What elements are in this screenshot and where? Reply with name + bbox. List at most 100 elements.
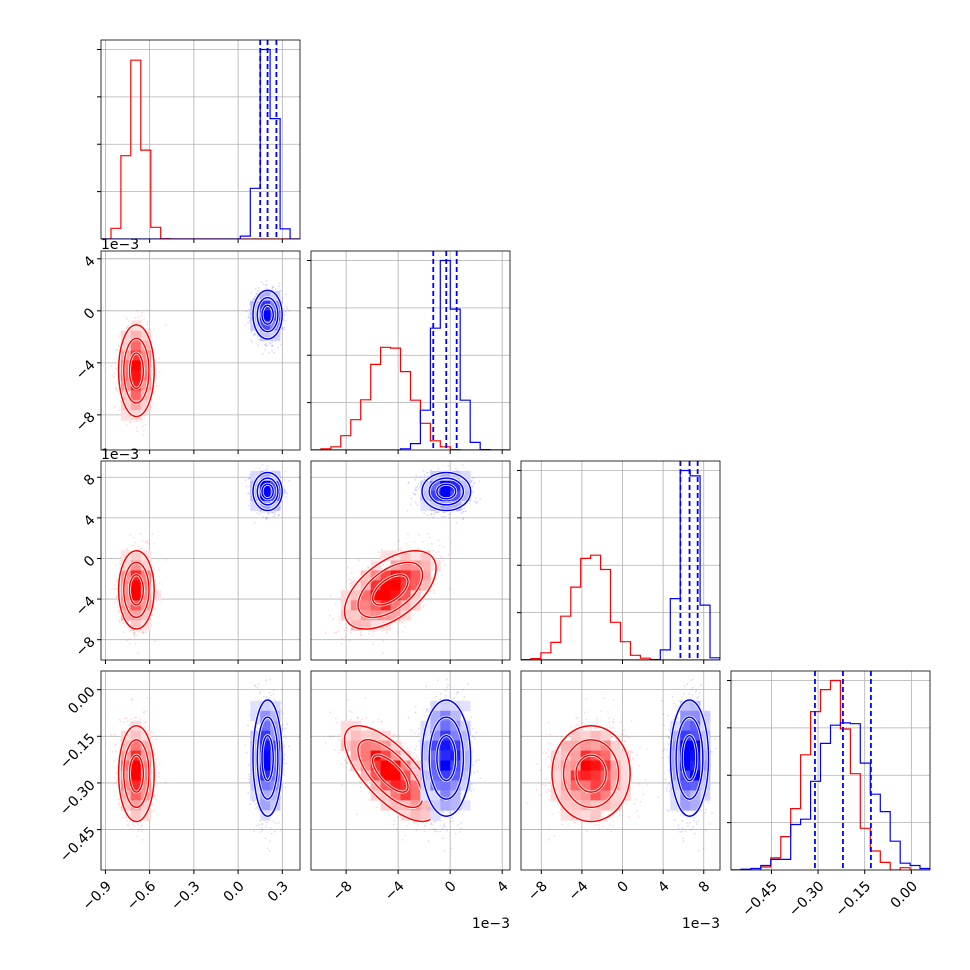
scatter-point xyxy=(146,309,148,311)
scatter-point xyxy=(126,325,129,328)
scatter-point xyxy=(144,541,147,543)
scatter-point xyxy=(111,588,113,591)
scatter-point xyxy=(118,409,121,411)
scatter-point xyxy=(255,293,258,296)
scatter-point xyxy=(137,652,139,655)
scatter-point xyxy=(261,464,264,467)
scatter-point xyxy=(244,479,247,482)
scatter-point xyxy=(265,283,268,286)
scatter-point xyxy=(257,338,260,341)
scatter-point xyxy=(254,288,257,290)
density-cell xyxy=(260,310,271,321)
scatter-point xyxy=(263,343,266,346)
scatter-point xyxy=(280,297,283,300)
density-cell xyxy=(120,370,132,381)
density-cell xyxy=(260,290,271,302)
scatter-point xyxy=(278,282,281,285)
contours-red xyxy=(117,323,156,418)
scatter-point xyxy=(113,375,115,378)
scatter-point xyxy=(125,424,128,426)
contour-level-3 xyxy=(261,304,274,325)
scatter-point xyxy=(146,323,149,326)
scatter-point xyxy=(142,429,145,432)
scatter-point xyxy=(143,318,145,321)
scatter-point xyxy=(147,328,149,331)
scatter-point xyxy=(250,331,253,334)
scatter-point xyxy=(258,467,261,470)
scatter-point xyxy=(283,319,286,322)
scatter-point xyxy=(250,291,252,294)
scatter-point xyxy=(254,333,257,336)
scatter-point xyxy=(271,286,274,289)
density-cell xyxy=(120,390,132,401)
density-cell xyxy=(150,590,162,601)
scatter-point xyxy=(115,387,117,390)
scatter-point xyxy=(247,316,250,319)
scatter-point xyxy=(116,349,119,352)
density-cell xyxy=(140,590,152,601)
scatter-point xyxy=(158,357,160,360)
scatter-point xyxy=(141,631,144,634)
scatter-point xyxy=(136,420,138,423)
scatter-point xyxy=(141,419,143,421)
scatter-point xyxy=(270,344,273,347)
scatter-point xyxy=(262,516,264,518)
scatter-point xyxy=(282,327,284,330)
scatter-point xyxy=(247,316,250,319)
scatter-point xyxy=(158,371,161,374)
scatter-point xyxy=(284,293,287,296)
scatter-point xyxy=(248,313,251,316)
scatter-point xyxy=(119,562,121,565)
scatter-point xyxy=(126,548,129,551)
contour-level-1 xyxy=(117,550,155,630)
scatter-point xyxy=(247,321,249,324)
scatter-point xyxy=(133,634,136,636)
scatter-point xyxy=(250,339,253,342)
scatter-point xyxy=(146,539,149,542)
scatter-point xyxy=(151,614,154,616)
density-cell xyxy=(130,590,142,601)
scatter-point xyxy=(257,344,260,347)
scatter-point xyxy=(253,333,255,336)
scatter-point xyxy=(132,631,135,634)
scatter-point xyxy=(118,621,121,623)
panel-plot-area xyxy=(101,461,300,660)
density-cell xyxy=(120,410,132,421)
scatter-point xyxy=(117,336,120,339)
y-axis-exponent: 1e−3 xyxy=(101,237,139,253)
contour-level-2 xyxy=(123,337,150,404)
scatter-point xyxy=(144,631,147,634)
scatter-point xyxy=(248,308,251,311)
density-cell xyxy=(130,620,142,631)
scatter-point xyxy=(115,595,118,598)
density-cell xyxy=(130,400,142,411)
scatter-point xyxy=(113,601,116,604)
scatter-point xyxy=(271,344,274,347)
scatter-point xyxy=(115,595,118,598)
scatter-point xyxy=(118,611,120,614)
scatter-point xyxy=(279,343,282,346)
scatter-point xyxy=(115,387,118,389)
panel-plot-area xyxy=(311,251,510,450)
density-cell xyxy=(140,350,152,361)
scatter-point xyxy=(284,310,287,313)
y-tick-label: 0 xyxy=(81,305,99,323)
scatter-point xyxy=(140,314,143,317)
scatter-point xyxy=(268,351,270,354)
scatter-point xyxy=(114,349,117,352)
scatter-point xyxy=(119,333,121,335)
scatter-point xyxy=(138,630,141,633)
scatter-point xyxy=(145,412,148,414)
scatter-point xyxy=(144,423,147,426)
scatter-point xyxy=(154,359,157,361)
scatter-point xyxy=(117,345,120,347)
density-cell xyxy=(140,330,152,341)
scatter-point xyxy=(158,385,160,387)
density-cell xyxy=(260,330,271,341)
scatter-point xyxy=(123,622,126,624)
panel-1-1 xyxy=(307,250,511,454)
scatter-point xyxy=(132,633,135,635)
scatter-point xyxy=(125,326,128,329)
density-cell xyxy=(140,560,152,571)
scatter-point xyxy=(271,349,273,352)
